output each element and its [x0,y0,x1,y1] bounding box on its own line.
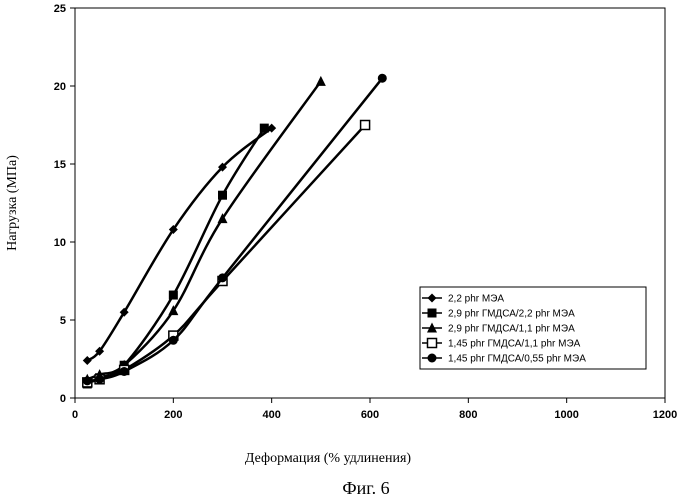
data-point [168,290,178,300]
y-axis: 0 5 10 15 20 25 [54,3,75,405]
data-point [359,119,371,131]
data-point [82,356,92,366]
y-tick-label: 25 [54,3,66,15]
data-point [218,273,227,283]
legend-marker [426,337,438,349]
data-point [95,346,105,356]
data-point [259,123,269,133]
x-axis-title: Деформация (% удлинения) [245,451,412,466]
x-tick-label: 600 [361,409,379,421]
y-tick-label: 5 [60,315,66,327]
x-axis: 0 200 400 600 800 1000 1200 [72,398,677,421]
y-tick-label: 0 [60,393,66,405]
data-point [119,307,129,317]
data-point [377,73,387,83]
y-axis-title: Нагрузка (МПа) [5,155,20,251]
legend-box [419,286,647,370]
x-tick-label: 1200 [653,409,677,421]
x-tick-label: 400 [262,409,280,421]
data-point [218,190,227,200]
legend-item: 1,45 phr ГМДСА/1,1 phr МЭА [422,337,581,350]
legend-label: 1,45 phr ГМДСА/1,1 phr МЭА [448,339,581,350]
data-point [82,376,92,386]
legend-item: 2,9 phr ГМДСА/1,1 phr МЭА [422,322,575,335]
data-point [267,123,277,133]
legend-marker [427,308,437,318]
legend-label: 2,2 phr МЭА [448,294,504,305]
legend: 2,2 phr МЭА 2,9 phr ГМДСА/2,2 phr МЭА 2,9 … [419,286,647,370]
x-tick-label: 200 [164,409,182,421]
y-tick-label: 15 [54,159,66,171]
series-5 [82,73,387,386]
legend-item: 1,45 phr ГМДСА/0,55 phr МЭА [422,353,586,365]
legend-marker [427,293,437,303]
data-point [218,162,227,172]
data-point [168,335,178,345]
data-point [217,213,228,224]
legend-marker [427,353,437,363]
series-1 [82,123,277,366]
data-point [168,305,179,316]
legend-item: 2,2 phr МЭА [422,293,504,305]
y-tick-label: 10 [54,237,66,249]
x-tick-label: 0 [72,409,78,421]
y-tick-label: 20 [54,81,66,93]
legend-label: 1,45 phr ГМДСА/0,55 phr МЭА [448,354,586,365]
data-point [315,75,326,86]
legend-item: 2,9 phr ГМДСА/2,2 phr МЭА [422,308,575,320]
x-tick-label: 1000 [554,409,578,421]
figure-caption: Фиг. 6 [342,478,389,498]
legend-label: 2,9 phr ГМДСА/1,1 phr МЭА [448,324,575,335]
data-point [168,225,178,235]
data-point [95,374,105,384]
legend-label: 2,9 phr ГМДСА/2,2 phr МЭА [448,309,575,320]
data-point [119,366,129,376]
series-layer [82,73,387,389]
legend-marker [427,322,437,333]
x-tick-label: 800 [459,409,477,421]
